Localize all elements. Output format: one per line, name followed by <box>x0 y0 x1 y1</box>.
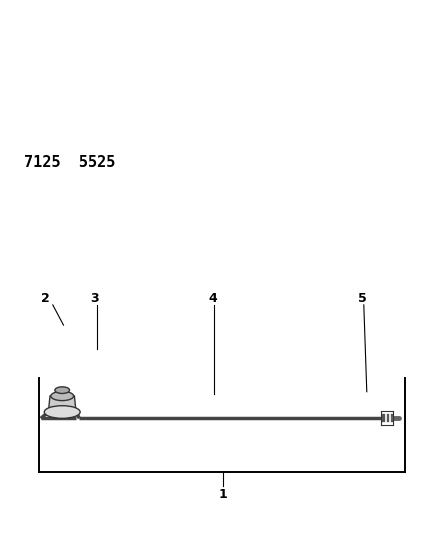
Polygon shape <box>48 396 76 412</box>
Text: 3: 3 <box>90 292 99 305</box>
Ellipse shape <box>51 391 74 401</box>
Text: 7125  5525: 7125 5525 <box>24 155 115 170</box>
Text: 5: 5 <box>358 292 367 305</box>
Ellipse shape <box>44 406 80 418</box>
Text: 2: 2 <box>41 292 49 305</box>
Ellipse shape <box>55 387 69 393</box>
Text: 1: 1 <box>219 488 227 501</box>
Text: 4: 4 <box>208 292 217 305</box>
